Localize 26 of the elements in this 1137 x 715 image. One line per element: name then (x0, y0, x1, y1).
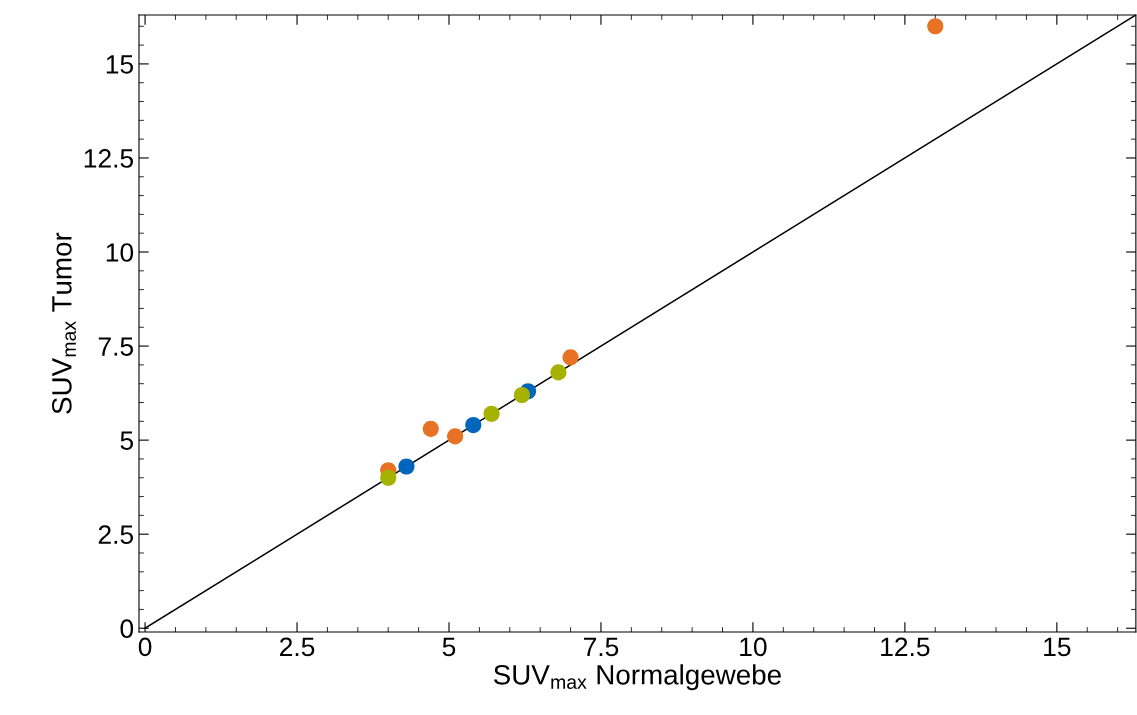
x-axis-title: SUV$_{max}$ Normalgewebe (493, 664, 781, 691)
point (422, 420, 439, 437)
x-tick-label: 2.5 (280, 637, 315, 657)
x-tick-label: 10 (740, 637, 767, 657)
x-tick-label: 5 (442, 637, 456, 657)
x-tick-label: 0 (138, 637, 152, 657)
point (447, 428, 464, 445)
y-tick-label: 5 (120, 431, 134, 450)
point (483, 405, 500, 422)
y-tick-label: 7.5 (98, 337, 134, 356)
y-tick-label: 0 (120, 619, 134, 639)
y-tick-label: 15 (106, 55, 134, 74)
y-tick-label: 10 (106, 243, 134, 262)
y-axis-title: SUV$_{max}$ Tumor (52, 232, 77, 414)
x-tick-label: 12.5 (881, 637, 930, 657)
x-tick-label: 7.5 (583, 637, 619, 657)
point (398, 458, 415, 475)
x-tick-label: 15 (1044, 637, 1071, 657)
point (927, 18, 944, 35)
y-tick-label: 12.5 (84, 149, 134, 168)
point (465, 417, 482, 434)
y-tick-label: 2.5 (98, 525, 134, 544)
point (550, 364, 567, 381)
point (380, 469, 397, 486)
point (513, 386, 531, 404)
point (562, 349, 579, 366)
